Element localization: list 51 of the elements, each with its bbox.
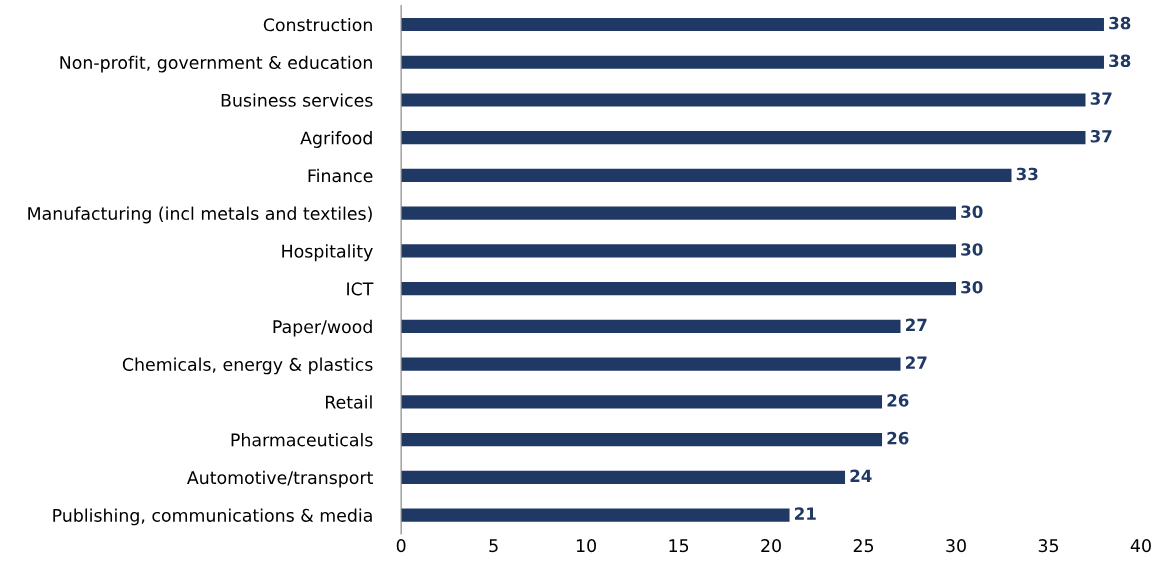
y-tick-label: Hospitality [282,244,373,262]
bar [401,357,901,371]
y-tick-label: Chemicals, energy & plastics [122,357,373,375]
x-tick-label: 25 [853,539,874,553]
bar [401,168,1012,183]
bar [401,244,957,258]
bar [401,282,957,296]
data-label: 27 [906,318,927,331]
bar [401,432,883,447]
x-tick-label: 20 [761,539,781,553]
y-tick-label: Agrifood [300,131,372,148]
x-tick-label: 10 [576,539,596,553]
data-label: 26 [887,431,909,445]
y-tick-label: Finance [308,168,373,183]
y-tick-label: Non-profit, government & education [60,55,372,73]
bar [401,508,790,522]
y-tick-label: Automotive/transport [187,470,373,488]
y-tick-label: Pharmaceuticals [231,432,373,447]
bar [401,131,1086,145]
y-tick-label: Retail [326,395,372,409]
data-label: 30 [961,205,983,219]
y-tick-label: Publishing, communications & media [53,508,372,526]
data-label: 26 [887,394,909,407]
data-label: 30 [961,280,983,294]
bar [401,206,957,220]
x-tick-label: 35 [1038,539,1059,553]
data-label: 21 [795,507,816,520]
y-tick-label: Business services [221,93,373,107]
bar [401,395,883,409]
y-tick-label: ICT [347,282,374,296]
bar [401,470,846,484]
y-tick-label: Construction [263,17,372,32]
data-label: 24 [850,469,872,482]
x-tick-label: 5 [489,539,498,553]
x-tick-label: 30 [946,539,966,553]
y-tick-label: Paper/wood [273,319,372,337]
bar [401,55,1104,69]
x-tick-label: 40 [1130,539,1151,553]
data-label: 38 [1109,54,1131,68]
data-label: 33 [1016,167,1038,181]
data-label: 37 [1090,129,1112,143]
data-label: 30 [961,243,983,256]
data-label: 38 [1109,16,1131,30]
data-label: 37 [1090,92,1112,105]
bar [401,17,1104,32]
x-tick-label: 15 [669,539,689,553]
data-label: 27 [906,356,927,369]
bar [401,319,901,333]
bar [401,93,1086,107]
x-tick-label: 0 [396,539,406,553]
y-tick-label: Manufacturing (incl metals and textiles) [28,206,372,224]
